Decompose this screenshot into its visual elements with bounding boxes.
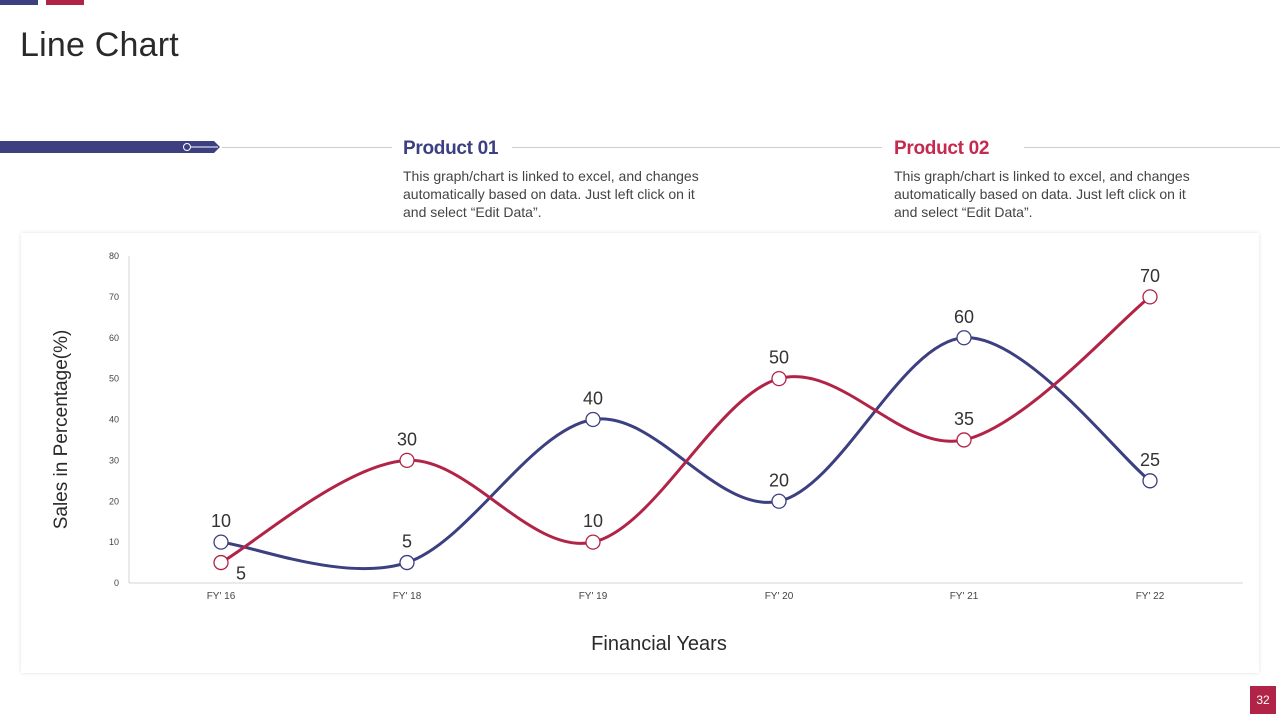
data-label-s2: 50 (769, 348, 789, 368)
data-point-s1 (585, 411, 601, 428)
data-label-s2: 35 (954, 409, 974, 429)
data-label-s2: 30 (397, 429, 417, 449)
data-point-s1 (213, 534, 229, 550)
x-tick-label: FY' 20 (765, 591, 794, 602)
data-label-s1: 20 (769, 470, 789, 490)
page-title: Line Chart (20, 26, 179, 64)
series-line-1 (219, 336, 1152, 571)
top-accent-bar-red (46, 0, 84, 5)
product-01-title: Product 01 (403, 138, 499, 159)
y-tick-label: 70 (109, 292, 119, 302)
data-point-s1 (1142, 473, 1158, 489)
data-point-s1 (399, 554, 415, 571)
y-tick-label: 0 (114, 578, 119, 588)
x-tick-label: FY' 21 (950, 591, 979, 602)
data-point-s1 (771, 493, 787, 509)
product-02-title: Product 02 (894, 138, 990, 159)
y-tick-label: 80 (109, 251, 119, 261)
x-tick-label: FY' 22 (1136, 591, 1165, 602)
top-accent-bar-blue (0, 0, 38, 5)
y-tick-label: 10 (109, 537, 119, 547)
x-tick-label: FY' 16 (207, 591, 236, 602)
y-tick-label: 50 (109, 374, 119, 384)
data-label-s2: 10 (583, 511, 603, 531)
x-tick-label: FY' 19 (579, 591, 608, 602)
data-point-s1 (956, 330, 972, 346)
decorative-arrow-bar (0, 140, 222, 154)
page-number: 32 (1250, 686, 1276, 714)
data-label-s2: 5 (236, 564, 246, 584)
divider-line (512, 147, 882, 148)
data-label-s2: 70 (1140, 266, 1160, 286)
data-label-s1: 10 (211, 511, 231, 531)
data-label-s1: 40 (583, 389, 603, 409)
product-01-block: Product 01 This graph/chart is linked to… (403, 138, 703, 221)
chart-card[interactable]: 0 10 20 30 40 50 60 70 80 FY' 16 FY' 18 FY' 19 FY' 2… (21, 233, 1259, 673)
data-point-s2 (771, 370, 787, 387)
y-tick-label: 40 (109, 415, 119, 425)
x-axis-title: Financial Years (591, 633, 727, 655)
data-point-s2 (585, 534, 601, 550)
divider-line (1024, 147, 1280, 148)
series-line-2 (219, 295, 1152, 565)
product-02-description: This graph/chart is linked to excel, and… (894, 168, 1190, 220)
data-label-s1: 25 (1140, 450, 1160, 470)
y-axis-title: Sales in Percentage(%) (51, 330, 72, 530)
data-point-s2 (1142, 289, 1158, 305)
product-01-description: This graph/chart is linked to excel, and… (403, 168, 699, 220)
product-02-block: Product 02 This graph/chart is linked to… (894, 138, 1194, 221)
data-label-s1: 5 (402, 532, 412, 552)
y-tick-label: 60 (109, 333, 119, 343)
divider-line (222, 147, 392, 148)
data-point-s2 (956, 432, 972, 448)
data-point-s2 (399, 452, 415, 469)
data-label-s1: 60 (954, 307, 974, 327)
line-chart[interactable]: 0 10 20 30 40 50 60 70 80 FY' 16 FY' 18 FY' 19 FY' 2… (21, 233, 1259, 673)
x-tick-label: FY' 18 (393, 591, 422, 602)
data-point-s2 (213, 554, 229, 571)
y-tick-label: 30 (109, 455, 119, 465)
y-tick-label: 20 (109, 496, 119, 506)
